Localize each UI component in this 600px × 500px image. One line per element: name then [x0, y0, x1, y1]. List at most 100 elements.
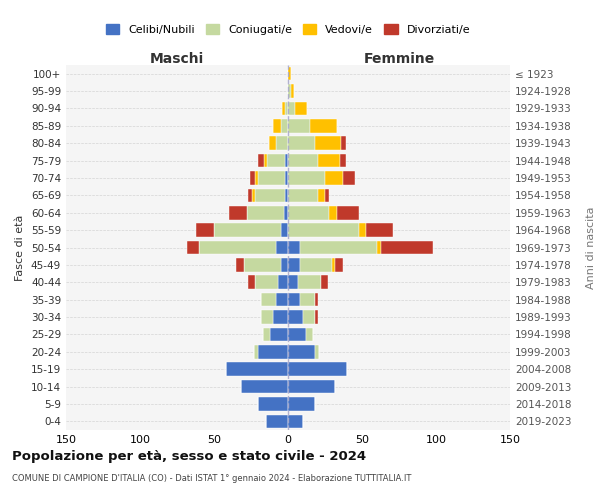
Bar [325, 171, 343, 185]
Bar [288, 276, 298, 289]
Bar [317, 188, 325, 202]
Y-axis label: Anni di nascita: Anni di nascita [586, 206, 595, 289]
Bar [229, 206, 247, 220]
Bar [367, 224, 393, 237]
Bar [269, 136, 276, 150]
Bar [320, 276, 328, 289]
Bar [288, 397, 314, 410]
Bar [256, 276, 278, 289]
Bar [254, 345, 259, 358]
Bar [187, 240, 199, 254]
Bar [259, 345, 288, 358]
Bar [377, 240, 381, 254]
Bar [214, 224, 281, 237]
Bar [256, 171, 259, 185]
Bar [259, 397, 288, 410]
Bar [288, 102, 295, 115]
Bar [310, 119, 337, 132]
Bar [335, 258, 343, 272]
Bar [288, 188, 317, 202]
Bar [359, 224, 367, 237]
Bar [288, 119, 310, 132]
Bar [288, 136, 314, 150]
Bar [329, 206, 337, 220]
Bar [288, 224, 359, 237]
Bar [281, 258, 288, 272]
Text: Femmine: Femmine [364, 52, 434, 66]
Bar [288, 84, 291, 98]
Bar [281, 224, 288, 237]
Bar [325, 188, 329, 202]
Bar [288, 67, 291, 80]
Bar [276, 136, 288, 150]
Bar [288, 240, 300, 254]
Bar [341, 136, 346, 150]
Bar [288, 414, 303, 428]
Bar [250, 171, 256, 185]
Text: COMUNE DI CAMPIONE D'ITALIA (CO) - Dati ISTAT 1° gennaio 2024 - Elaborazione TUT: COMUNE DI CAMPIONE D'ITALIA (CO) - Dati … [12, 474, 412, 483]
Bar [288, 380, 335, 394]
Bar [295, 102, 307, 115]
Bar [285, 188, 288, 202]
Bar [248, 188, 253, 202]
Bar [273, 310, 288, 324]
Bar [288, 345, 314, 358]
Bar [381, 240, 433, 254]
Bar [267, 154, 285, 168]
Bar [288, 362, 347, 376]
Bar [244, 258, 281, 272]
Bar [285, 102, 288, 115]
Bar [262, 293, 276, 306]
Bar [288, 293, 300, 306]
Bar [241, 380, 288, 394]
Bar [314, 345, 319, 358]
Bar [282, 102, 285, 115]
Bar [288, 154, 317, 168]
Bar [226, 362, 288, 376]
Y-axis label: Fasce di età: Fasce di età [16, 214, 25, 280]
Bar [248, 276, 256, 289]
Bar [278, 276, 288, 289]
Bar [253, 188, 256, 202]
Bar [247, 206, 284, 220]
Bar [343, 171, 355, 185]
Bar [337, 206, 359, 220]
Bar [300, 293, 314, 306]
Bar [270, 328, 288, 341]
Bar [288, 310, 303, 324]
Bar [314, 293, 317, 306]
Bar [265, 154, 267, 168]
Bar [314, 310, 317, 324]
Bar [288, 328, 306, 341]
Bar [262, 310, 273, 324]
Bar [288, 206, 329, 220]
Bar [196, 224, 214, 237]
Bar [263, 328, 270, 341]
Bar [199, 240, 276, 254]
Bar [317, 154, 340, 168]
Bar [266, 414, 288, 428]
Text: Maschi: Maschi [150, 52, 204, 66]
Bar [288, 258, 300, 272]
Bar [259, 171, 285, 185]
Bar [276, 240, 288, 254]
Bar [340, 154, 346, 168]
Bar [298, 276, 320, 289]
Bar [288, 171, 325, 185]
Bar [256, 188, 285, 202]
Bar [273, 119, 281, 132]
Bar [259, 154, 265, 168]
Bar [285, 171, 288, 185]
Bar [300, 240, 377, 254]
Bar [276, 293, 288, 306]
Text: Popolazione per età, sesso e stato civile - 2024: Popolazione per età, sesso e stato civil… [12, 450, 366, 463]
Bar [236, 258, 244, 272]
Bar [332, 258, 335, 272]
Bar [300, 258, 332, 272]
Legend: Celibi/Nubili, Coniugati/e, Vedovi/e, Divorziati/e: Celibi/Nubili, Coniugati/e, Vedovi/e, Di… [101, 20, 475, 39]
Bar [303, 310, 314, 324]
Bar [281, 119, 288, 132]
Bar [306, 328, 313, 341]
Bar [314, 136, 341, 150]
Bar [285, 154, 288, 168]
